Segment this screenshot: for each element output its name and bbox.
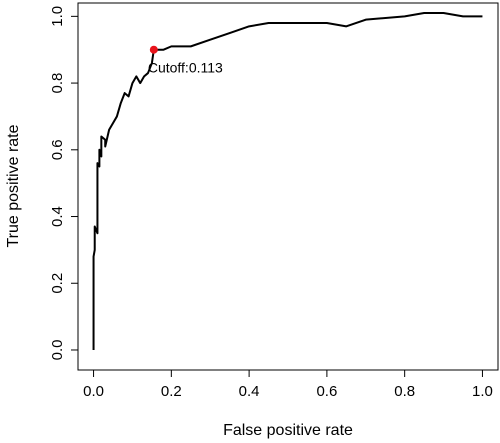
- x-tick-label: 0.4: [239, 383, 260, 400]
- cutoff-point: [149, 45, 158, 54]
- y-tick-label: 0.2: [49, 273, 66, 294]
- roc-curve: [92, 12, 483, 350]
- x-tick-label: 0.0: [83, 383, 104, 400]
- y-tick-label: 0.0: [49, 340, 66, 361]
- x-tick-label: 0.8: [394, 383, 415, 400]
- y-tick-label: 0.8: [49, 73, 66, 94]
- y-tick-label: 0.6: [49, 139, 66, 160]
- x-tick-label: 0.2: [161, 383, 182, 400]
- x-axis-title: False positive rate: [223, 422, 353, 439]
- y-axis-title: True positive rate: [5, 124, 22, 247]
- x-tick-label: 1.0: [472, 383, 493, 400]
- x-tick-label: 0.6: [316, 383, 337, 400]
- plot-box: [77, 2, 499, 371]
- cutoff-label: Cutoff:0.113: [148, 59, 223, 75]
- y-tick-label: 0.4: [49, 206, 66, 227]
- y-tick-label: 1.0: [49, 6, 66, 27]
